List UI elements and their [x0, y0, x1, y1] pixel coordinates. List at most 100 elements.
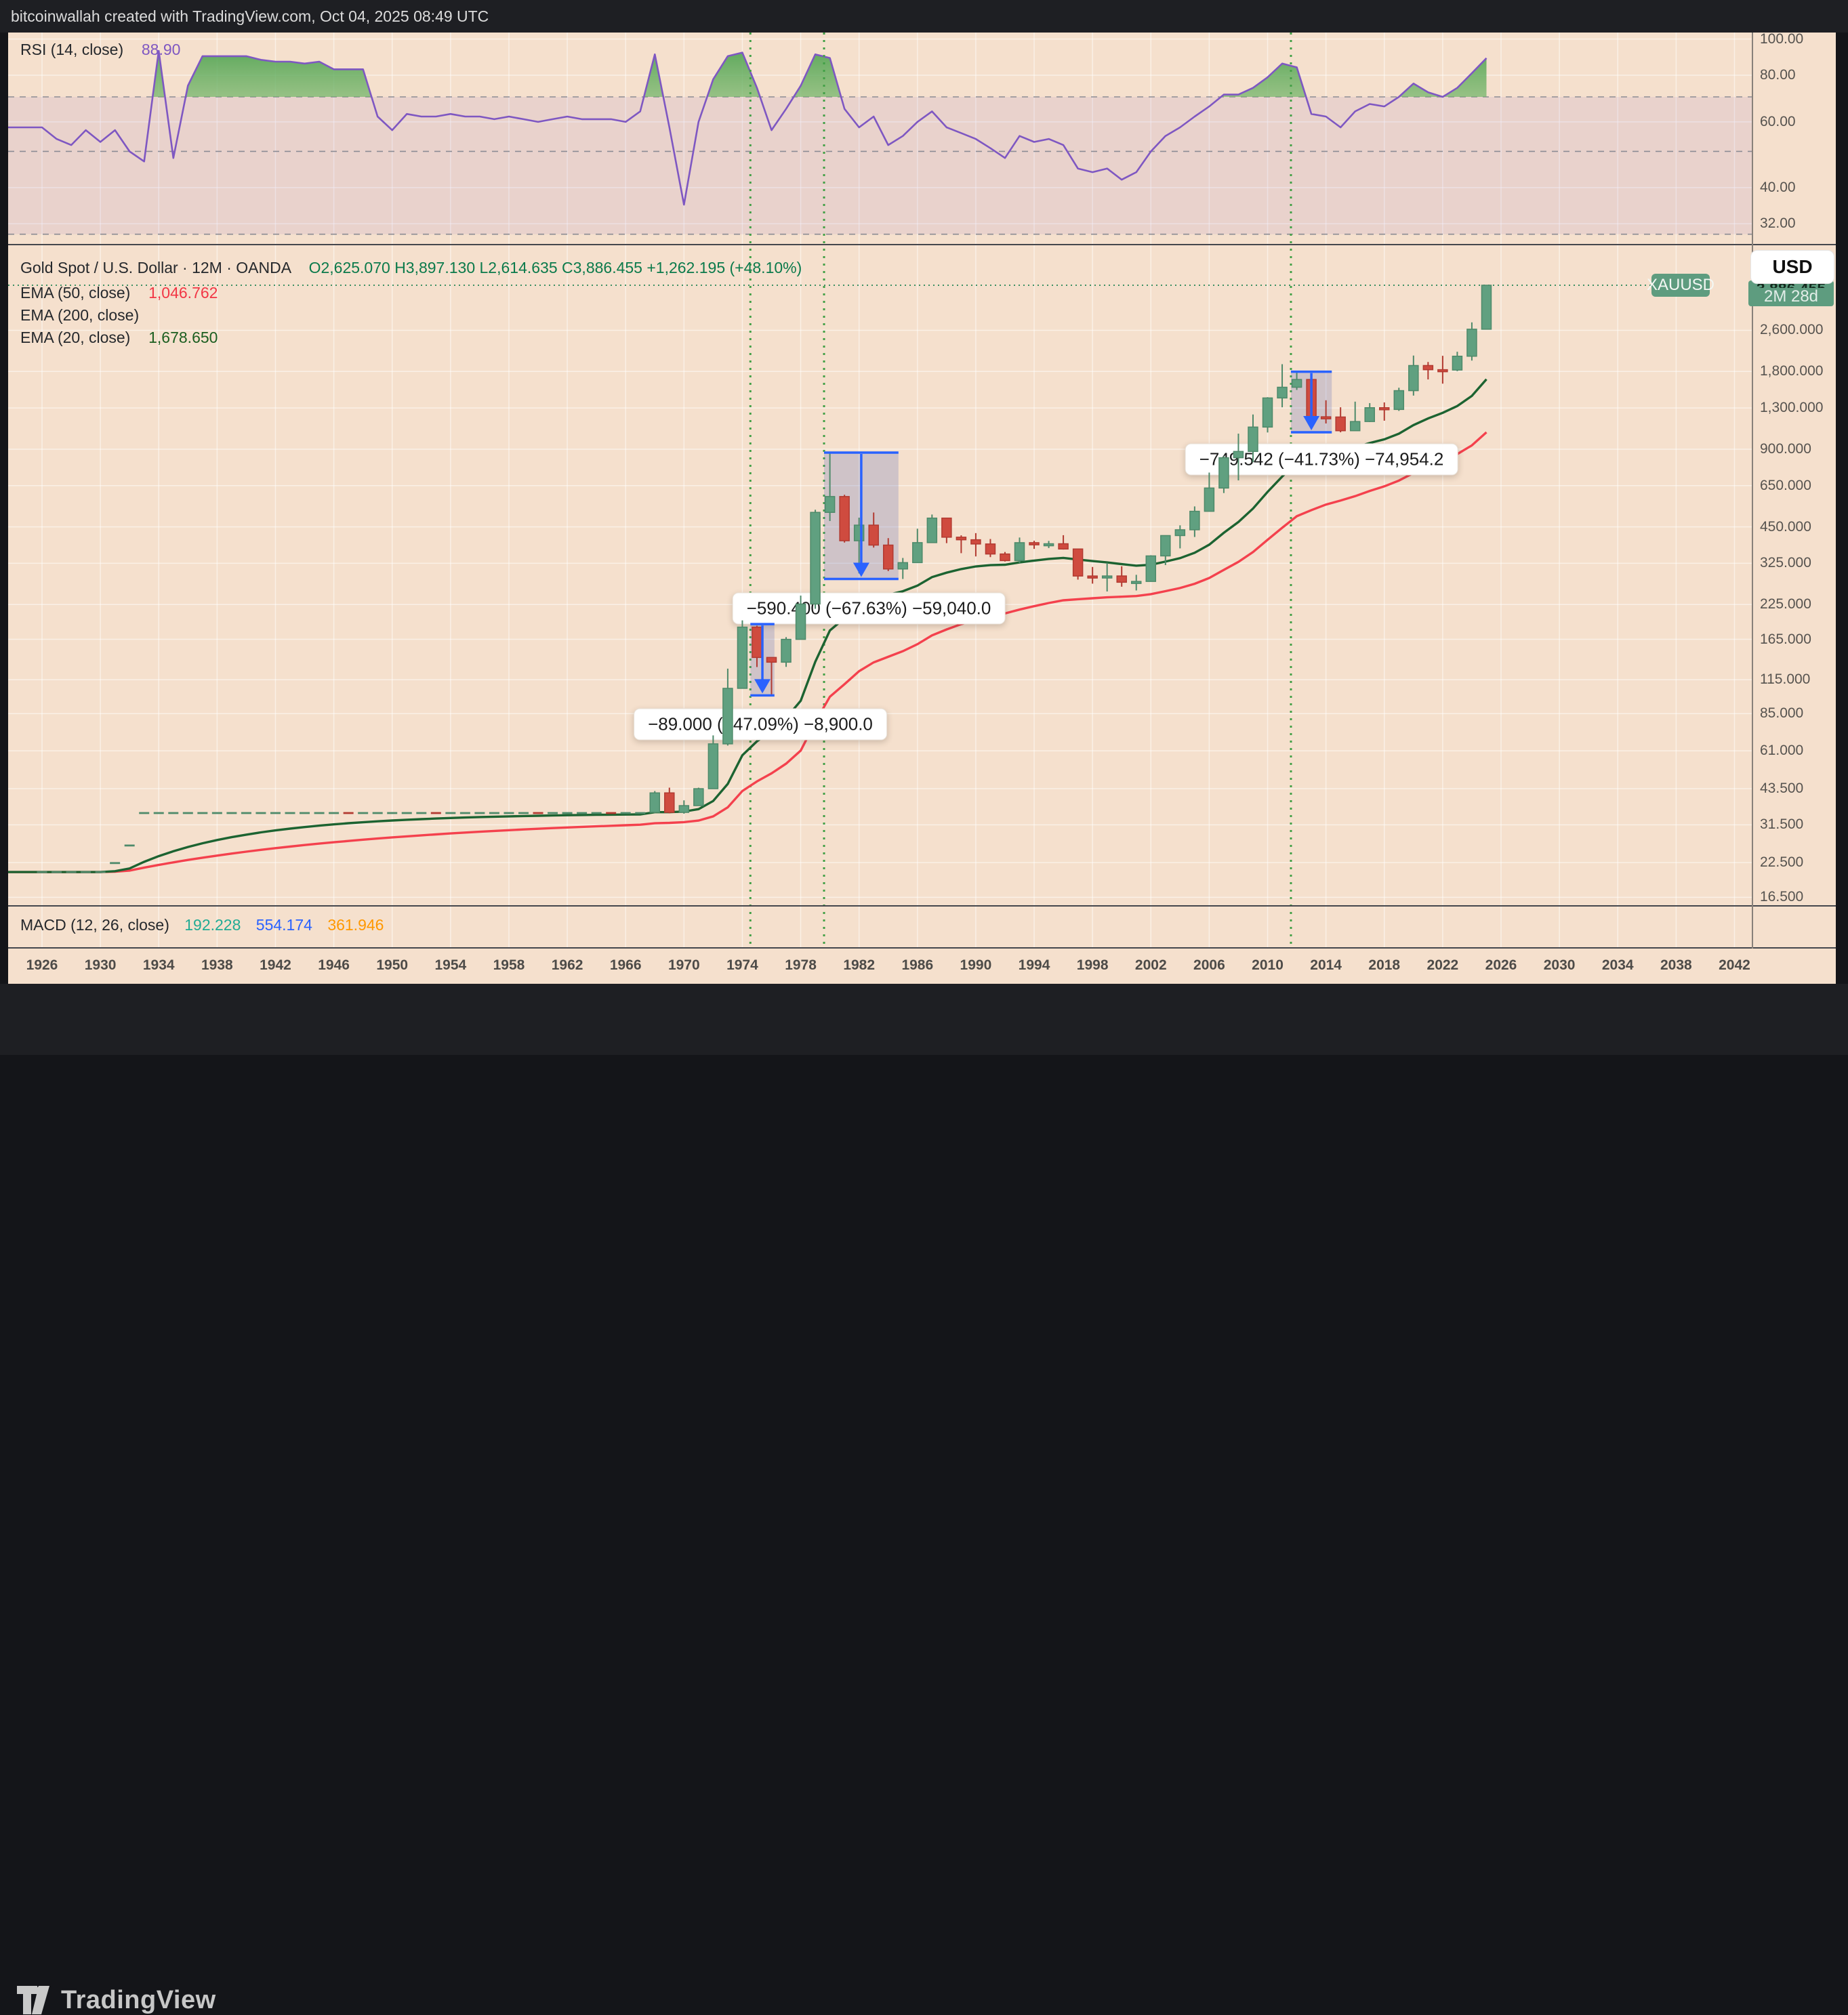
chart-underlay: [8, 33, 1752, 949]
macd-legend[interactable]: MACD (12, 26, close) 192.228 554.174 361…: [20, 916, 394, 934]
price-tick: 900.000: [1760, 440, 1811, 457]
rsi-tick: 80.00: [1760, 67, 1796, 83]
candle-doji: [387, 812, 398, 814]
ema200-legend[interactable]: EMA (200, close): [20, 304, 153, 326]
symbol-title[interactable]: Gold Spot / U.S. Dollar · 12M · OANDA: [20, 259, 291, 276]
price-tick: 165.000: [1760, 631, 1811, 647]
watermark-title: bitcoinwallah created with TradingView.c…: [11, 7, 489, 25]
candle-doji: [211, 812, 222, 814]
candle-doji: [329, 812, 340, 814]
candle-doji: [37, 871, 47, 873]
rsi-legend-label[interactable]: RSI (14, close): [20, 41, 124, 58]
candle-body: [752, 626, 762, 659]
candle-body: [1058, 543, 1069, 550]
rsi-legend[interactable]: RSI (14, close) 88.90: [20, 41, 180, 59]
candle-body: [970, 539, 981, 545]
chart-series: [37, 285, 1492, 873]
candle-doji: [606, 812, 617, 814]
rsi-line: [8, 49, 1487, 206]
time-tick: 1978: [785, 957, 817, 973]
candle-body: [810, 512, 821, 605]
candle-body: [1291, 379, 1302, 388]
candle-body: [1029, 542, 1040, 545]
measure-arrow-head[interactable]: [1303, 415, 1320, 430]
time-tick: 2034: [1601, 957, 1634, 973]
candle-body: [1160, 535, 1171, 557]
pane-separator-macd-axis: [8, 947, 1836, 949]
candle-doji: [300, 812, 310, 814]
pane-separator-rsi-main[interactable]: [8, 244, 1836, 245]
macd-label[interactable]: MACD (12, 26, close): [20, 916, 169, 934]
candle-body: [678, 805, 690, 813]
candle-body: [1189, 510, 1200, 531]
candle-doji: [81, 871, 91, 873]
candle-body: [824, 496, 836, 513]
rsi-tick: 100.00: [1760, 30, 1804, 47]
candle-doji: [577, 812, 588, 814]
candle-body: [1248, 426, 1258, 453]
tradingview-logo[interactable]: TradingView: [16, 1985, 216, 2015]
candle-body: [868, 524, 879, 546]
symbol-legend[interactable]: Gold Spot / U.S. Dollar · 12M · OANDA O2…: [20, 259, 802, 277]
candle-body: [693, 788, 704, 806]
candle-body: [1174, 529, 1186, 537]
ema50-value: 1,046.762: [148, 284, 218, 302]
candle-doji: [153, 812, 164, 814]
candle-doji: [620, 812, 631, 814]
candle-doji: [548, 812, 558, 814]
ema20-legend[interactable]: EMA (20, close) 1,678.650: [20, 327, 218, 348]
candle-doji: [533, 812, 543, 814]
price-tick: 650.000: [1760, 477, 1811, 493]
candle-doji: [504, 812, 514, 814]
price-range-label-2[interactable]: −590.400 (−67.63%) −59,040.0: [732, 592, 1006, 625]
price-tick: 22.500: [1760, 854, 1804, 871]
pane-separator-main-macd[interactable]: [8, 905, 1836, 907]
candle-doji: [197, 812, 208, 814]
currency-button[interactable]: USD: [1750, 250, 1834, 284]
candle-body: [1335, 416, 1346, 432]
measure-arrow-head[interactable]: [754, 679, 771, 694]
ema50-legend[interactable]: EMA (50, close) 1,046.762: [20, 282, 218, 304]
price-tick: 115.000: [1760, 671, 1811, 688]
candle-body: [707, 743, 719, 789]
candle-body: [1101, 575, 1113, 579]
candle-body: [1481, 285, 1492, 330]
candle-doji: [635, 812, 646, 814]
ohlc-high: H3,897.130: [394, 259, 476, 276]
last-price-label[interactable]: 3,886.455 2M 28d: [1748, 281, 1834, 306]
candle-body: [1145, 555, 1157, 582]
candle-doji: [401, 812, 412, 814]
ema20-line: [8, 378, 1487, 873]
time-tick: 2042: [1719, 957, 1750, 973]
ema20-value: 1,678.650: [148, 329, 218, 346]
price-tick: 31.500: [1760, 816, 1804, 833]
ema50-label[interactable]: EMA (50, close): [20, 284, 131, 302]
candle-doji: [591, 812, 602, 814]
candle-body: [1320, 416, 1332, 419]
price-range-label-1[interactable]: −89.000 (−47.09%) −8,900.0: [634, 708, 887, 741]
candle-doji: [52, 871, 62, 873]
time-tick: 1966: [609, 957, 642, 973]
candle-doji: [358, 812, 369, 814]
candle-doji: [474, 812, 485, 814]
time-tick: 2038: [1660, 957, 1692, 973]
watermark-bar: bitcoinwallah created with TradingView.c…: [0, 0, 1848, 33]
candle-body: [766, 657, 777, 663]
symbol-price-tag[interactable]: XAUUSD: [1647, 273, 1714, 297]
candle-body: [1087, 575, 1098, 579]
time-tick: 2014: [1310, 957, 1342, 973]
candle-doji: [110, 862, 121, 865]
time-tick: 1982: [843, 957, 876, 973]
rsi-tick: 60.00: [1760, 113, 1796, 129]
time-tick: 1962: [551, 957, 583, 973]
price-range-label-3[interactable]: −749.542 (−41.73%) −74,954.2: [1185, 443, 1458, 476]
time-tick: 2030: [1543, 957, 1576, 973]
ema200-label[interactable]: EMA (200, close): [20, 306, 140, 324]
candle-doji: [139, 812, 150, 814]
time-tick: 1970: [668, 957, 700, 973]
time-tick: 2006: [1193, 957, 1225, 973]
measure-arrow-head[interactable]: [853, 562, 869, 577]
time-tick: 1934: [142, 957, 175, 973]
time-tick: 2026: [1485, 957, 1517, 973]
ema20-label[interactable]: EMA (20, close): [20, 329, 131, 346]
